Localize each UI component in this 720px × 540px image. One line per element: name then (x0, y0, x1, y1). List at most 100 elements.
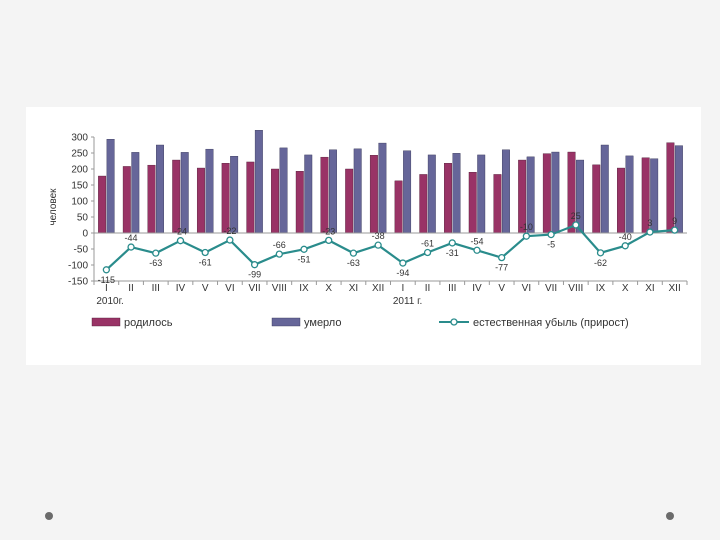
x-tick-label: VI (522, 283, 531, 294)
line-point (621, 242, 629, 250)
line-point (498, 253, 506, 262)
line-data-label: -62 (594, 258, 607, 268)
line-point (127, 243, 135, 251)
y-tick-label: -100 (68, 261, 88, 272)
line-point (547, 230, 555, 239)
bar-died (477, 154, 486, 234)
bar-died (205, 148, 214, 234)
line-data-label: -10 (520, 222, 533, 232)
y-tick-label: 300 (71, 133, 88, 144)
line-data-label: -63 (149, 258, 162, 268)
bar-died (452, 153, 461, 234)
bar-died (254, 130, 263, 234)
y-axis-title: человек (48, 188, 59, 226)
bar-born (394, 180, 403, 234)
legend: родилось умерло естественная убыль (прирос… (91, 317, 629, 329)
bar-died (600, 144, 609, 234)
legend-marker-natural-change (450, 318, 458, 326)
bar-born (493, 174, 502, 234)
x-tick-label: X (622, 283, 629, 294)
bar-born (345, 168, 354, 234)
line-point (300, 245, 308, 253)
line-point (596, 249, 605, 257)
x-tick-label: V (498, 283, 505, 294)
bar-born (617, 167, 625, 234)
bar-born (147, 164, 156, 234)
bullet-dot-right (666, 512, 674, 520)
line-point (374, 241, 382, 249)
bar-died (551, 151, 560, 234)
line-series-layer: -115 -44 -63 -24 -61 -22 -99 -66 -51 -23 -63 -38 -94… (98, 211, 679, 285)
x-tick-label: IV (472, 283, 482, 294)
line-data-label: -40 (619, 232, 632, 242)
line-data-label: -22 (223, 226, 236, 236)
line-data-label: 9 (672, 216, 677, 226)
line-data-label: -44 (125, 233, 138, 243)
bar-died (501, 149, 510, 234)
x-tick-label: II (128, 283, 134, 294)
y-tick-label: 200 (71, 165, 88, 176)
bar-born (246, 161, 255, 234)
bar-born (221, 163, 230, 234)
x-tick-label: XII (372, 283, 384, 294)
x-axis: I II III IV V VI VII VIII IX X XI XII I II III IV V VI VII… (93, 280, 688, 307)
bar-born (592, 164, 601, 234)
line-point (473, 246, 481, 254)
bar-died (131, 152, 140, 234)
year-label: 2010г. (96, 296, 123, 307)
x-tick-label: XI (349, 283, 358, 294)
line-data-label: -94 (396, 268, 409, 278)
line-data-label: -38 (372, 231, 385, 241)
bar-died (427, 154, 436, 234)
line-natural-change (105, 223, 675, 271)
bar-born (542, 153, 551, 234)
bar-born (468, 171, 477, 234)
bar-born (122, 166, 131, 234)
x-tick-label: IX (596, 283, 606, 294)
bar-died (279, 147, 288, 234)
bar-born (98, 175, 107, 234)
line-point (448, 239, 456, 247)
line-point (399, 259, 407, 267)
y-tick-label: 0 (82, 229, 88, 240)
bar-born (196, 167, 205, 234)
y-tick-label: 250 (71, 149, 88, 160)
bar-born (369, 155, 378, 234)
x-tick-label: VI (225, 283, 234, 294)
line-point (423, 248, 432, 257)
line-data-label: -63 (347, 258, 360, 268)
line-data-label: -61 (421, 239, 434, 249)
x-tick-label: III (152, 283, 160, 294)
bars-layer (98, 130, 683, 234)
x-tick-label: XII (669, 283, 681, 294)
line-data-label: -5 (547, 240, 555, 250)
legend-swatch-born (91, 317, 121, 327)
x-tick-label: VIII (272, 283, 287, 294)
line-point (152, 249, 160, 257)
line-data-label: -77 (495, 263, 508, 273)
legend-label-born: родилось (124, 317, 173, 329)
line-point (522, 232, 531, 240)
x-tick-label: I (105, 283, 108, 294)
line-data-label: -23 (322, 226, 335, 236)
bar-died (304, 154, 313, 234)
line-point (250, 261, 259, 269)
bar-died (230, 156, 239, 234)
y-tick-label: 50 (77, 213, 89, 224)
y-tick-label: -50 (74, 245, 89, 256)
y-axis: 300 250 200 150 100 50 0 -50 -100 -150 (68, 133, 95, 288)
bar-died (156, 144, 164, 234)
line-data-label: -51 (298, 254, 311, 264)
y-tick-label: -150 (68, 277, 88, 288)
x-tick-label: VIII (568, 283, 583, 294)
x-tick-label: IV (176, 283, 186, 294)
x-tick-label: IX (299, 283, 309, 294)
line-data-label: 3 (647, 218, 652, 228)
line-point (670, 226, 679, 234)
line-point (226, 236, 234, 244)
bar-died (378, 142, 387, 234)
line-point (102, 266, 111, 274)
legend-swatch-died (271, 317, 301, 327)
y-tick-label: 100 (71, 197, 88, 208)
